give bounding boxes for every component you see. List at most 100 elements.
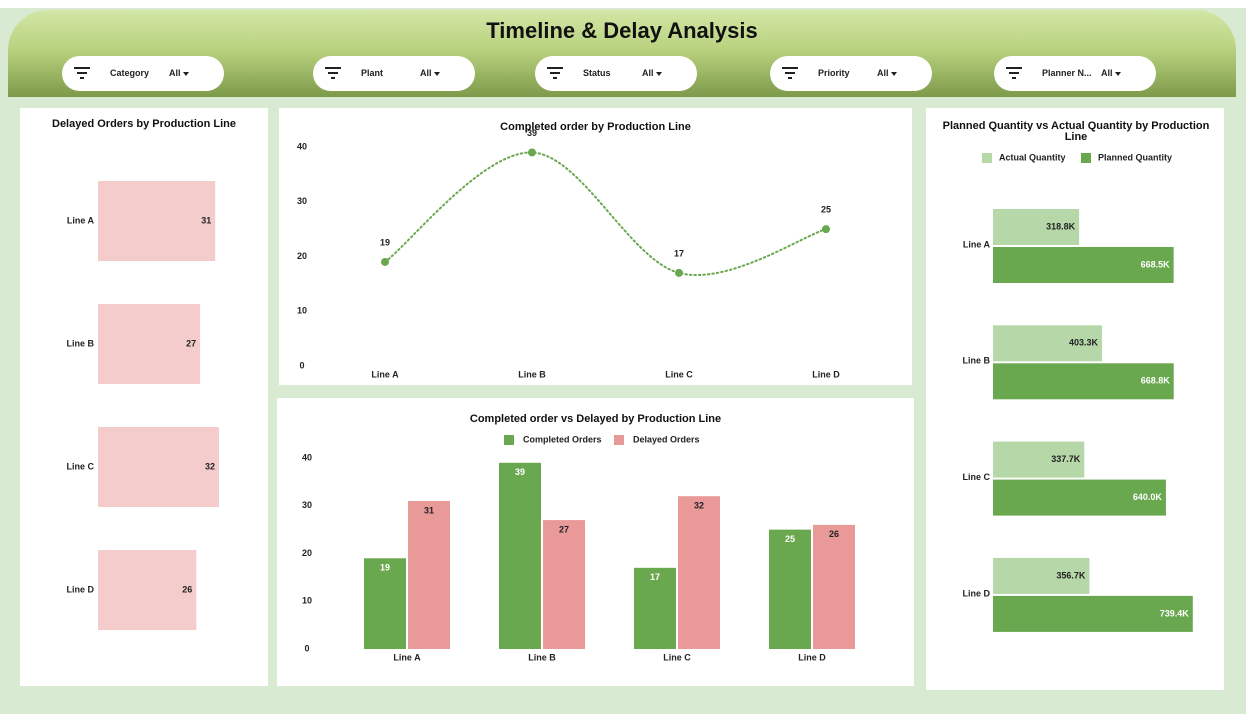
data-label: 25 — [821, 205, 831, 215]
y-tick-label: 30 — [302, 500, 312, 510]
point — [528, 148, 536, 157]
y-tick-label: 10 — [302, 596, 312, 606]
data-label: 39 — [515, 467, 525, 477]
bar — [993, 557, 1090, 594]
data-label: 19 — [380, 237, 390, 247]
x-tick-label: Line D — [798, 652, 826, 662]
legend-swatch — [504, 435, 514, 445]
legend-label: Completed Orders — [523, 434, 602, 444]
filter-label: Status — [583, 68, 611, 78]
dropdown-caret — [1115, 72, 1121, 76]
point — [381, 257, 389, 266]
y-tick-label: Line B — [962, 356, 990, 366]
filter-value: All — [877, 68, 889, 78]
filter-label: Plant — [361, 68, 384, 78]
y-tick-label: 40 — [297, 141, 307, 151]
filter-dropdown[interactable]: Status All — [535, 56, 697, 91]
data-label: 25 — [785, 534, 795, 544]
bar — [98, 550, 197, 630]
data-label: 19 — [380, 563, 390, 573]
filter-value: All — [420, 68, 432, 78]
filter-icon — [325, 67, 341, 79]
x-tick-label: Line A — [371, 369, 399, 379]
legend-swatch — [614, 435, 624, 445]
chart-title: Completed order by Production Line — [500, 121, 691, 133]
bar — [98, 304, 201, 384]
y-tick-label: 10 — [297, 306, 307, 316]
filter-dropdown[interactable]: Planner N... All — [994, 56, 1156, 91]
dropdown-caret — [434, 72, 440, 76]
data-label: 26 — [182, 584, 192, 594]
x-tick-label: Line D — [812, 369, 840, 379]
y-tick-label: 0 — [299, 360, 304, 370]
data-label: 668.8K — [1141, 376, 1171, 386]
bar — [993, 325, 1102, 362]
filter-value: All — [1101, 68, 1113, 78]
bar — [678, 496, 720, 649]
y-tick-label: 30 — [297, 196, 307, 206]
legend-label: Delayed Orders — [633, 434, 700, 444]
bar — [993, 479, 1166, 516]
y-tick-label: Line A — [67, 215, 95, 225]
filter-dropdown[interactable]: Priority All — [770, 56, 932, 91]
point — [675, 268, 683, 277]
dropdown-caret — [183, 72, 189, 76]
data-label: 403.3K — [1069, 338, 1099, 348]
panel — [279, 108, 912, 385]
data-label: 17 — [674, 248, 684, 258]
data-label: 27 — [186, 338, 196, 348]
filter-label: Priority — [818, 68, 850, 78]
legend-label: Planned Quantity — [1098, 152, 1172, 162]
data-label: 668.5K — [1141, 259, 1171, 269]
bar — [98, 181, 216, 261]
chart-title: Delayed Orders by Production Line — [52, 118, 236, 130]
y-tick-label: 20 — [297, 251, 307, 261]
y-tick-label: 0 — [304, 643, 309, 653]
bar — [543, 520, 585, 649]
y-tick-label: 20 — [302, 548, 312, 558]
data-label: 32 — [205, 461, 215, 471]
dropdown-caret — [891, 72, 897, 76]
y-tick-label: Line C — [962, 472, 990, 482]
dropdown-caret — [656, 72, 662, 76]
bar — [993, 247, 1174, 283]
y-tick-label: 40 — [302, 452, 312, 462]
filter-value: All — [169, 68, 181, 78]
filter-icon — [1006, 67, 1022, 79]
x-tick-label: Line C — [663, 652, 691, 662]
data-label: 17 — [650, 572, 660, 582]
x-tick-label: Line B — [528, 652, 556, 662]
y-tick-label: Line D — [962, 588, 990, 598]
chart-title: Completed order vs Delayed by Production… — [469, 413, 722, 425]
x-tick-label: Line A — [393, 652, 421, 662]
bar — [98, 427, 219, 507]
data-label: 318.8K — [1046, 221, 1076, 231]
y-tick-label: Line B — [66, 338, 94, 348]
legend-swatch — [982, 153, 992, 163]
filter-label: Planner N... — [1042, 68, 1092, 78]
filter-dropdown[interactable]: Plant All — [313, 56, 475, 91]
filter-dropdown[interactable]: Category All — [62, 56, 224, 91]
filter-icon — [782, 67, 798, 79]
data-label: 356.7K — [1056, 570, 1086, 580]
x-tick-label: Line C — [665, 369, 693, 379]
bar — [499, 462, 541, 649]
y-tick-label: Line A — [963, 239, 991, 249]
x-tick-label: Line B — [518, 369, 546, 379]
legend-swatch — [1081, 153, 1091, 163]
line — [384, 151, 827, 276]
bar — [769, 529, 811, 649]
bar — [993, 441, 1085, 478]
filter-value: All — [642, 68, 654, 78]
bar — [364, 558, 406, 649]
point — [822, 225, 830, 234]
filter-icon — [74, 67, 90, 79]
bar — [993, 209, 1080, 245]
bar — [993, 595, 1193, 632]
data-label: 27 — [559, 524, 569, 534]
bar — [813, 524, 855, 649]
filter-icon — [547, 67, 563, 79]
data-label: 739.4K — [1160, 608, 1190, 618]
data-label: 337.7K — [1051, 454, 1081, 464]
